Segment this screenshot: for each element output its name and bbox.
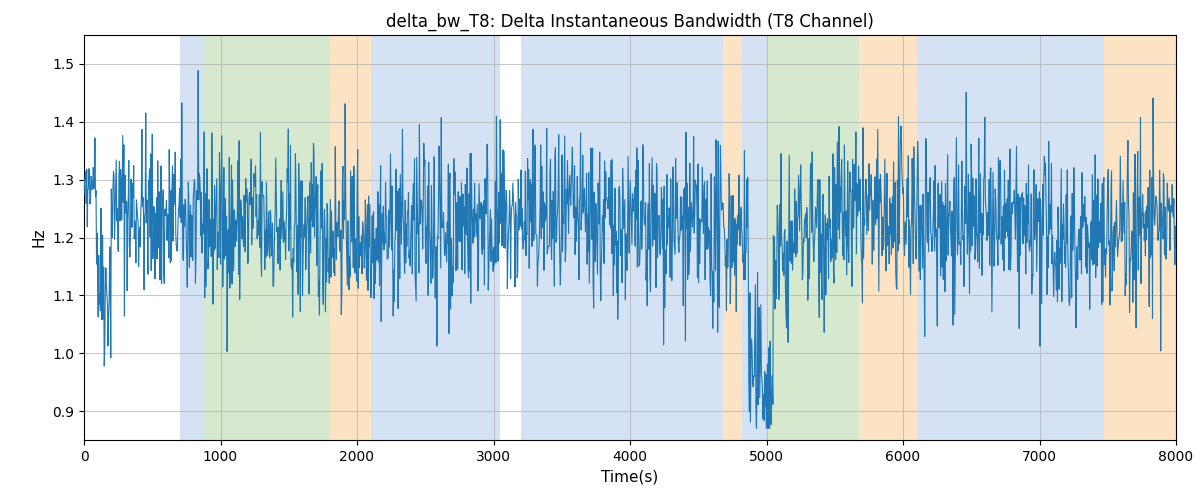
Bar — [767, 35, 859, 440]
Bar — [917, 35, 1104, 440]
Bar — [742, 35, 767, 440]
Bar — [1104, 35, 1176, 440]
Bar — [521, 35, 722, 440]
Bar — [330, 35, 371, 440]
X-axis label: Time(s): Time(s) — [601, 470, 659, 484]
Title: delta_bw_T8: Delta Instantaneous Bandwidth (T8 Channel): delta_bw_T8: Delta Instantaneous Bandwid… — [386, 12, 874, 31]
Bar — [722, 35, 742, 440]
Y-axis label: Hz: Hz — [31, 228, 47, 247]
Bar — [180, 35, 203, 440]
Bar — [371, 35, 500, 440]
Bar — [859, 35, 917, 440]
Bar — [203, 35, 330, 440]
